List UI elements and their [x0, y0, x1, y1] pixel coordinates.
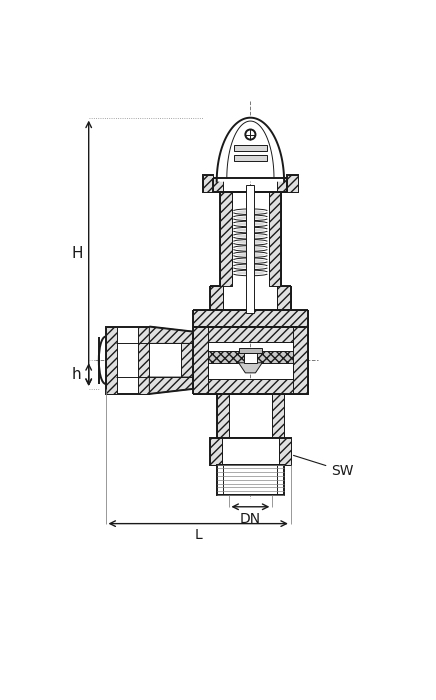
Text: h: h: [72, 367, 82, 382]
Bar: [210, 286, 223, 309]
Text: H: H: [71, 246, 83, 261]
Bar: [210, 438, 222, 465]
Ellipse shape: [236, 241, 265, 244]
Bar: [244, 353, 257, 363]
Bar: [106, 326, 117, 394]
Bar: [287, 175, 297, 192]
Bar: [217, 394, 228, 438]
Bar: [106, 326, 150, 394]
Bar: [208, 351, 293, 363]
Text: DN: DN: [240, 512, 261, 526]
Ellipse shape: [236, 247, 265, 250]
Bar: [210, 438, 291, 465]
Bar: [220, 192, 232, 286]
Ellipse shape: [236, 210, 265, 214]
Bar: [272, 394, 284, 438]
Bar: [193, 326, 208, 394]
Text: L: L: [194, 528, 202, 542]
Bar: [246, 185, 255, 313]
Ellipse shape: [236, 259, 265, 262]
Bar: [293, 326, 308, 394]
Ellipse shape: [236, 272, 265, 274]
Bar: [277, 286, 291, 309]
Bar: [181, 332, 193, 389]
Polygon shape: [238, 363, 262, 373]
Bar: [193, 326, 308, 342]
Ellipse shape: [236, 253, 265, 256]
Bar: [116, 332, 127, 389]
Bar: [116, 332, 193, 389]
Ellipse shape: [236, 265, 265, 268]
Ellipse shape: [236, 234, 265, 238]
Bar: [193, 309, 308, 326]
Polygon shape: [150, 377, 193, 394]
Bar: [287, 175, 297, 192]
Polygon shape: [277, 178, 287, 192]
Polygon shape: [213, 178, 223, 192]
Bar: [234, 145, 267, 151]
Text: SW: SW: [293, 456, 354, 478]
Bar: [269, 192, 281, 286]
Bar: [238, 348, 262, 353]
Bar: [193, 379, 308, 394]
Bar: [234, 155, 267, 162]
Bar: [279, 438, 291, 465]
Circle shape: [245, 130, 255, 139]
Ellipse shape: [236, 228, 265, 232]
Polygon shape: [150, 326, 193, 344]
Ellipse shape: [236, 223, 265, 225]
Bar: [137, 326, 150, 394]
Bar: [203, 175, 213, 192]
Bar: [203, 175, 213, 192]
Bar: [217, 465, 284, 495]
Ellipse shape: [236, 216, 265, 219]
Bar: [217, 394, 284, 438]
